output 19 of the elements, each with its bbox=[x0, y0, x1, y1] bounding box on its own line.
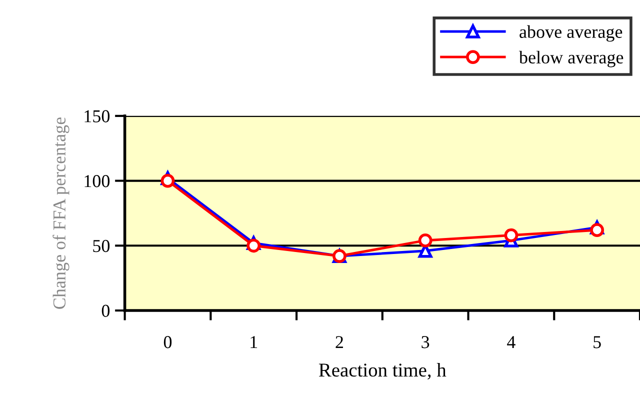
y-axis-title: Change of FFA percentage bbox=[52, 117, 70, 309]
x-axis-title: Reaction time, h bbox=[318, 362, 446, 380]
point bbox=[246, 238, 261, 253]
point bbox=[590, 223, 604, 238]
y-tick-label: 50 bbox=[93, 240, 110, 252]
legend-label: below average bbox=[518, 50, 624, 68]
x-tick-label: 1 bbox=[250, 336, 258, 348]
x-tick-label: 2 bbox=[336, 336, 343, 348]
x-tick-label: 4 bbox=[507, 336, 516, 348]
y-tick-label: 150 bbox=[84, 110, 110, 122]
point bbox=[418, 234, 432, 248]
y-tick-label: 100 bbox=[84, 175, 110, 188]
point bbox=[160, 174, 175, 188]
x-tick-label: 5 bbox=[594, 336, 601, 348]
x-tick-label: 3 bbox=[422, 336, 430, 348]
legend-label: above average bbox=[520, 25, 622, 42]
y-tick-label: 0 bbox=[102, 304, 110, 317]
point bbox=[504, 228, 518, 242]
x-tick-label: 0 bbox=[164, 336, 172, 348]
